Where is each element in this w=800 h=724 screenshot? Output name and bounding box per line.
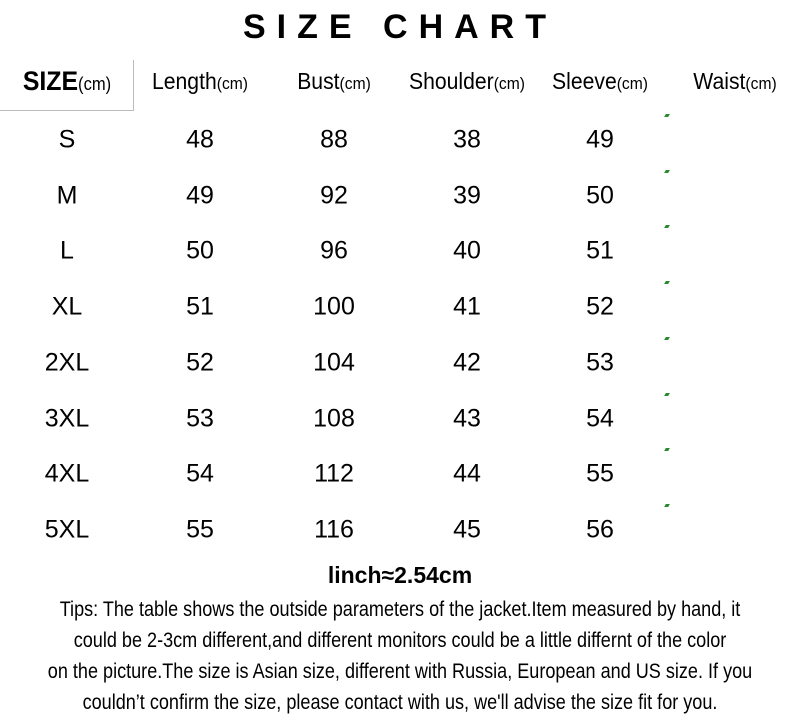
inch-conversion: linch≈2.54cm [327, 562, 473, 588]
header-unit: (cm) [616, 74, 648, 93]
table-cell: 39 [453, 181, 481, 210]
cell-marker-icon [664, 281, 670, 285]
table-cell: 54 [186, 459, 214, 488]
column-header-waist: Waist(cm) [693, 68, 776, 95]
size-label: 5XL [44, 515, 90, 544]
tips-line: couldn’t confirm the size, please contac… [82, 691, 718, 714]
table-cell: 43 [453, 404, 481, 432]
tips-line: could be 2-3cm different,and different m… [73, 629, 727, 652]
table-cell: 100 [313, 292, 355, 321]
table-cell: 38 [453, 125, 481, 154]
table-cell: 108 [313, 404, 355, 432]
table-cell: 56 [586, 515, 614, 544]
size-label: L [60, 236, 74, 265]
size-label: XL [51, 292, 83, 321]
table-cell: 104 [313, 348, 355, 377]
table-cell: 52 [186, 348, 214, 377]
header-label: Sleeve [552, 68, 617, 94]
column-header-length: Length(cm) [152, 68, 248, 95]
size-label: M [56, 181, 78, 210]
size-label: S [58, 125, 76, 154]
header-unit: (cm) [339, 74, 371, 93]
column-header-size: SIZE(cm) [23, 66, 111, 97]
header-label: Length [152, 68, 217, 94]
column-header-bust: Bust(cm) [297, 68, 371, 95]
header-label: Bust [297, 68, 340, 94]
table-cell: 53 [186, 404, 214, 432]
table-cell: 55 [186, 515, 214, 544]
table-cell: 54 [586, 404, 614, 432]
table-cell: 96 [320, 236, 348, 265]
table-cell: 50 [186, 236, 214, 265]
column-header-sleeve: Sleeve(cm) [552, 68, 648, 95]
table-cell: 50 [586, 181, 614, 210]
header-label: Waist [693, 68, 746, 94]
header-unit: (cm) [493, 74, 525, 93]
cell-marker-icon [664, 114, 670, 117]
table-cell: 116 [314, 515, 354, 544]
tips-line: on the picture.The size is Asian size, d… [47, 660, 753, 683]
table-cell: 52 [586, 292, 614, 321]
chart-title: SIZE CHART [243, 8, 557, 46]
size-header-box [0, 60, 134, 111]
table-cell: 49 [586, 125, 614, 154]
table-cell: 55 [586, 459, 614, 488]
header-unit: (cm) [745, 74, 777, 93]
table-cell: 51 [186, 292, 214, 321]
header-unit: (cm) [216, 74, 248, 93]
table-cell: 45 [453, 515, 481, 544]
cell-marker-icon [664, 392, 670, 396]
table-cell: 49 [186, 181, 214, 210]
table-cell: 51 [586, 236, 614, 265]
table-cell: 42 [453, 348, 481, 377]
table-cell: 88 [320, 125, 348, 154]
size-label: 2XL [44, 348, 90, 377]
header-unit: (cm) [78, 74, 112, 94]
table-cell: 41 [453, 292, 481, 321]
header-label: Shoulder [409, 68, 494, 94]
cell-marker-icon [664, 448, 670, 452]
table-cell: 53 [586, 348, 614, 377]
table-cell: 92 [320, 181, 348, 210]
table-cell: 40 [453, 236, 481, 265]
cell-marker-icon [664, 336, 670, 340]
size-label: 3XL [44, 404, 90, 432]
table-cell: 48 [186, 125, 214, 154]
cell-marker-icon [664, 503, 670, 507]
table-cell: 112 [314, 459, 354, 488]
tips-line: Tips: The table shows the outside parame… [59, 598, 741, 621]
cell-marker-icon [664, 225, 670, 229]
table-cell: 44 [453, 459, 481, 488]
cell-marker-icon [664, 169, 670, 173]
size-label: 4XL [44, 459, 90, 488]
column-header-shoulder: Shoulder(cm) [409, 68, 525, 95]
header-label: SIZE [22, 66, 79, 96]
